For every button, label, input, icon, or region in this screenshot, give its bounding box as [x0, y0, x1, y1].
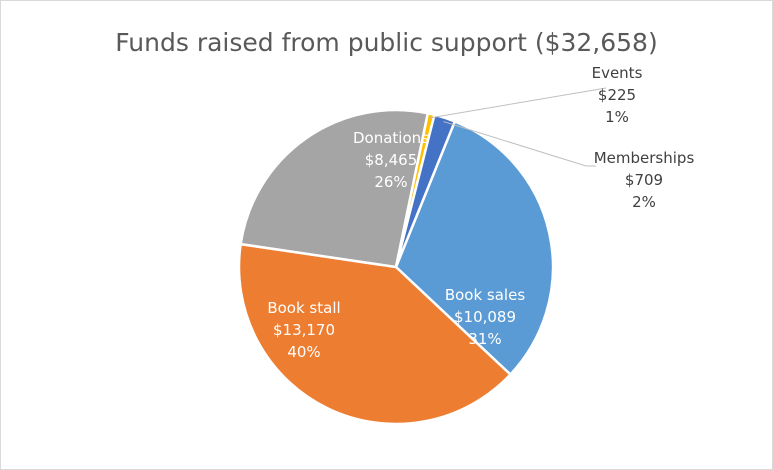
data-label-events-percent-label: 1%	[605, 108, 629, 126]
pie-slices	[237, 108, 555, 426]
chart-title: Funds raised from public support ($32,65…	[115, 28, 658, 57]
data-label-book-sales-percent-label: 31%	[468, 330, 501, 348]
data-label-events-value-label: $225	[598, 86, 636, 104]
leader-line-events	[430, 87, 607, 119]
data-label-book-sales-value-label: $10,089	[454, 308, 516, 326]
data-label-events-category: Events	[592, 64, 643, 82]
data-label-events: Events $225 1%	[592, 64, 643, 126]
data-label-book-stall-percent-label: 40%	[287, 343, 320, 361]
leader-line-memberships	[443, 121, 596, 167]
pie-slice-book-stall	[237, 242, 512, 426]
pie-slice-donations	[239, 108, 430, 269]
data-label-book-stall-value-label: $13,170	[273, 321, 335, 339]
data-label-donations-category: Donations	[353, 129, 429, 147]
data-label-donations-percent-label: 26%	[374, 173, 407, 191]
data-label-book-sales: Book sales $10,089 31%	[445, 286, 526, 348]
data-label-donations: Donations $8,465 26%	[353, 129, 429, 191]
pie-slice-book-sales	[394, 120, 555, 376]
pie-slice-memberships	[394, 113, 457, 269]
data-label-memberships: Memberships $709 2%	[594, 149, 695, 211]
data-labels: Book sales $10,089 31% Book stall $13,170 40%…	[267, 64, 694, 361]
data-label-donations-value-label: $8,465	[365, 151, 418, 169]
data-label-book-sales-category: Book sales	[445, 286, 526, 304]
data-label-memberships-value-label: $709	[625, 171, 663, 189]
data-label-memberships-percent-label: 2%	[632, 193, 656, 211]
leader-lines	[430, 87, 607, 167]
data-label-book-stall-category: Book stall	[267, 299, 340, 317]
data-label-book-stall: Book stall $13,170 40%	[267, 299, 340, 361]
data-label-memberships-category: Memberships	[594, 149, 695, 167]
